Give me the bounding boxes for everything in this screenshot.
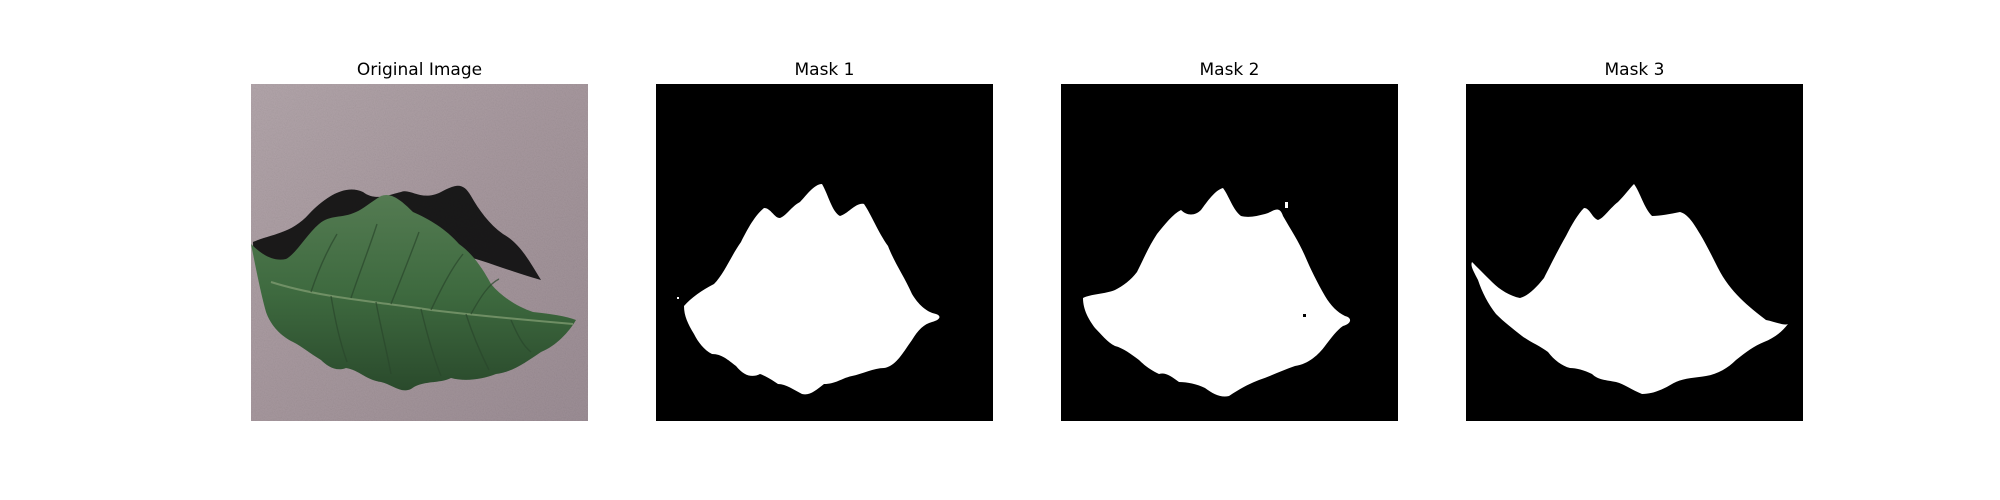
leaf-blade [251, 194, 576, 391]
panel-title: Mask 3 [1604, 60, 1665, 80]
leaf-veins [310, 223, 532, 377]
panel-mask-1: Mask 1 [656, 55, 993, 449]
mask-1-image [656, 84, 993, 421]
original-leaf-photo [251, 84, 588, 421]
leaf-midrib [270, 281, 574, 325]
mask-1-region [684, 184, 940, 395]
panel-title: Mask 2 [1199, 60, 1260, 80]
panel-title: Mask 1 [794, 60, 855, 80]
mask-2-region [1083, 188, 1351, 397]
panel-mask-2: Mask 2 [1061, 55, 1398, 449]
mask-3-image [1466, 84, 1803, 421]
mask-2-hole [1303, 314, 1306, 317]
mask-2-image [1061, 84, 1398, 421]
panel-title: Original Image [356, 60, 483, 80]
mask-3-region [1471, 184, 1788, 394]
panel-original-image: Original Image [251, 55, 588, 449]
mask-1-speck [677, 297, 679, 299]
panel-mask-3: Mask 3 [1466, 55, 1803, 449]
mask-2-speck [1285, 202, 1288, 208]
